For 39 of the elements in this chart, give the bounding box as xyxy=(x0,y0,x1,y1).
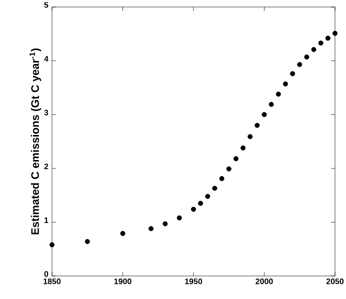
y-tick-label: 4 xyxy=(44,56,48,62)
x-tick-label: 1900 xyxy=(114,278,132,284)
point xyxy=(254,122,260,128)
point xyxy=(162,221,168,226)
point xyxy=(212,186,218,191)
y-tick-label: 5 xyxy=(44,2,48,8)
point xyxy=(240,145,246,150)
point xyxy=(276,92,281,97)
y-tick-label: 2 xyxy=(44,164,48,170)
point xyxy=(84,239,90,244)
x-tick-label: 2050 xyxy=(326,278,344,284)
point xyxy=(219,176,224,182)
point xyxy=(191,206,196,212)
point xyxy=(176,215,182,220)
point xyxy=(205,194,210,199)
point xyxy=(262,112,267,118)
point xyxy=(290,71,296,76)
point xyxy=(325,36,330,41)
y-tick-label: 3 xyxy=(44,110,48,116)
x-tick-label: 2000 xyxy=(256,278,273,284)
x-tick-label: 1950 xyxy=(185,278,202,284)
point xyxy=(50,242,55,248)
y-tick-label: 1 xyxy=(44,217,48,223)
point xyxy=(226,166,232,172)
point xyxy=(332,30,338,36)
point xyxy=(311,47,316,52)
y-axis-title: Estimated C emissions (Gt C year$^{-1}$) xyxy=(30,48,42,234)
point xyxy=(268,102,274,107)
point xyxy=(248,134,253,140)
point xyxy=(297,62,302,68)
x-tick-label: 1850 xyxy=(44,278,61,284)
point xyxy=(282,81,288,86)
point xyxy=(233,156,238,162)
point xyxy=(198,200,204,206)
point xyxy=(318,40,324,46)
point xyxy=(148,226,154,232)
point xyxy=(120,230,126,236)
y-tick-label: 0 xyxy=(44,271,48,277)
point xyxy=(304,54,310,60)
